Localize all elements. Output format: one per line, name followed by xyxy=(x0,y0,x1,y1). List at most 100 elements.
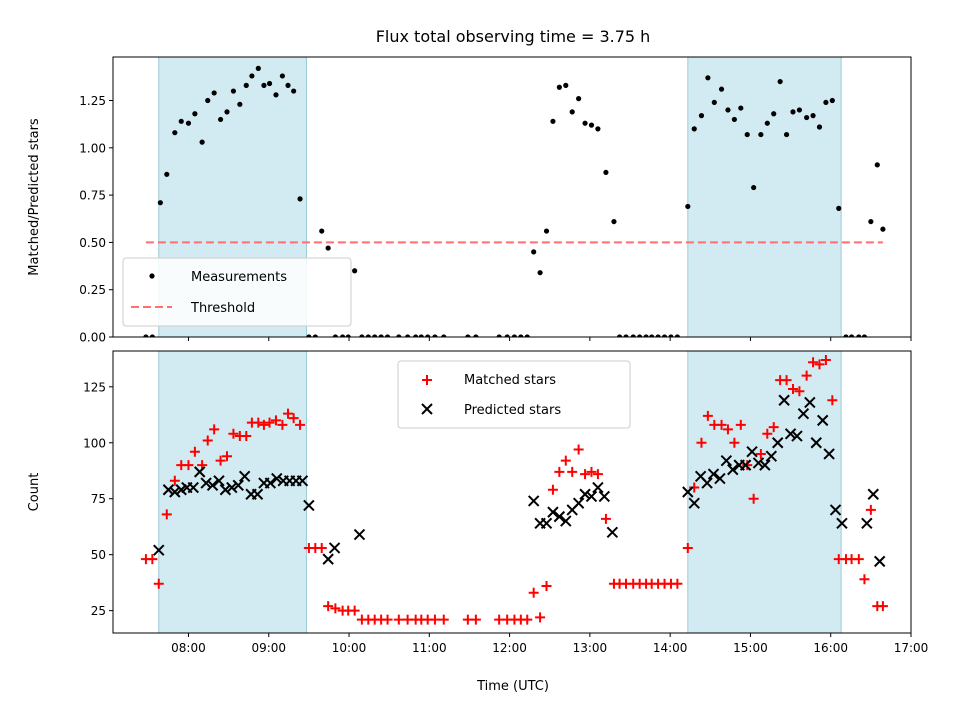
measurements-point xyxy=(211,90,217,96)
measurements-point xyxy=(751,184,757,191)
measurements-point xyxy=(783,131,790,138)
predicted-stars-point xyxy=(303,499,315,512)
shaded-interval-1 xyxy=(687,57,842,337)
measurements-point xyxy=(531,249,537,255)
matched-stars-point xyxy=(209,424,220,435)
measurements-point xyxy=(569,109,575,115)
predicted-stars-point xyxy=(759,459,771,471)
predicted-stars-point xyxy=(784,428,797,440)
chart-title: Flux total observing time = 3.75 h xyxy=(376,27,651,46)
measurements-point xyxy=(674,334,680,337)
predicted-stars-point xyxy=(836,517,848,530)
measurements-point xyxy=(637,334,643,337)
predicted-stars-point xyxy=(206,479,219,491)
measurements-point xyxy=(649,334,655,337)
matched-stars-point xyxy=(241,431,252,442)
x-tick-label: 08:00 xyxy=(171,641,206,655)
measurements-point xyxy=(843,334,849,337)
measurements-point xyxy=(616,334,623,337)
measurements-point xyxy=(550,118,556,124)
predicted-stars-point xyxy=(727,463,739,476)
predicted-stars-point xyxy=(765,450,778,462)
matched-stars-point xyxy=(592,469,603,480)
predicted-stars-point xyxy=(251,488,264,500)
predicted-stars-point xyxy=(867,488,879,500)
legend-matched-label: Matched stars xyxy=(464,373,556,388)
measurements-point xyxy=(352,268,358,274)
matched-stars-point xyxy=(316,542,327,553)
matched-stars-point xyxy=(762,428,773,439)
predicted-stars-point xyxy=(527,495,540,507)
legend-measurements-label: Measurements xyxy=(191,270,287,285)
matched-stars-point xyxy=(573,444,584,455)
predicted-stars-point xyxy=(232,479,244,491)
matched-stars-point xyxy=(877,601,888,612)
measurements-point xyxy=(332,334,338,337)
y-tick-label: 0.00 xyxy=(79,331,106,345)
matched-stars-point xyxy=(808,357,819,368)
predicted-stars-point xyxy=(701,477,713,489)
y-tick-label: 1.00 xyxy=(79,141,106,155)
x-tick-label: 16:00 xyxy=(813,641,848,655)
predicted-stars-point xyxy=(778,394,790,406)
measurements-point xyxy=(861,334,868,337)
predicted-stars-point xyxy=(688,497,700,509)
measurements-point xyxy=(306,334,312,337)
measurements-point xyxy=(359,334,365,337)
measurements-point xyxy=(261,82,267,88)
matched-stars-point xyxy=(742,460,753,471)
matched-stars-point xyxy=(827,395,838,406)
measurements-point xyxy=(511,334,518,337)
legend-predicted-marker xyxy=(421,403,433,415)
predicted-stars-point xyxy=(219,484,232,496)
plot-area xyxy=(140,351,888,633)
measurements-point xyxy=(738,105,744,111)
measurements-point xyxy=(365,334,371,337)
measurements-point xyxy=(611,218,617,225)
bottom-panel-counts: 25 50 75 100 125 08:00 09:00 10:00 11:00 12:00 13:… xyxy=(27,350,928,655)
y-tick-label: 100 xyxy=(83,436,106,450)
measurements-point xyxy=(345,334,351,337)
measurements-point xyxy=(623,334,629,337)
matched-stars-point xyxy=(382,614,393,625)
predicted-stars-point xyxy=(560,515,572,527)
measurements-point xyxy=(285,82,291,88)
matched-stars-point xyxy=(189,446,200,457)
measurements-point xyxy=(273,92,279,98)
matched-stars-point xyxy=(859,574,870,585)
x-tick-label: 13:00 xyxy=(573,641,608,655)
matched-stars-point xyxy=(554,466,565,477)
predicted-stars-point xyxy=(572,497,585,509)
matched-stars-point xyxy=(215,455,226,466)
predicted-stars-point xyxy=(804,396,816,409)
measurements-point xyxy=(425,334,431,337)
measurements-point xyxy=(340,334,346,337)
predicted-stars-point xyxy=(585,490,598,503)
measurements-point xyxy=(157,200,163,206)
plot-area xyxy=(143,57,886,337)
predicted-stars-point xyxy=(187,481,199,494)
measurements-point xyxy=(217,116,224,123)
y-tick-label: 1.25 xyxy=(79,94,106,108)
measurements-point xyxy=(856,334,862,337)
measurements-point xyxy=(685,203,691,210)
matched-stars-point xyxy=(393,614,404,625)
measurements-point xyxy=(705,75,711,81)
predicted-stars-point xyxy=(606,526,619,538)
measurements-point xyxy=(744,131,750,138)
measurements-point xyxy=(465,334,471,337)
matched-stars-point xyxy=(794,386,805,397)
matched-stars-point xyxy=(270,415,281,426)
matched-stars-point xyxy=(264,417,275,428)
predicted-stars-point xyxy=(169,486,181,498)
matched-stars-point xyxy=(183,460,194,471)
predicted-stars-point xyxy=(816,414,829,427)
measurements-point xyxy=(725,107,731,113)
matched-stars-point xyxy=(820,354,831,365)
measurements-point xyxy=(880,226,886,232)
measurements-point xyxy=(823,99,829,106)
matched-stars-point xyxy=(600,513,611,524)
x-tick-label: 14:00 xyxy=(653,641,688,655)
predicted-stars-point xyxy=(791,430,803,442)
